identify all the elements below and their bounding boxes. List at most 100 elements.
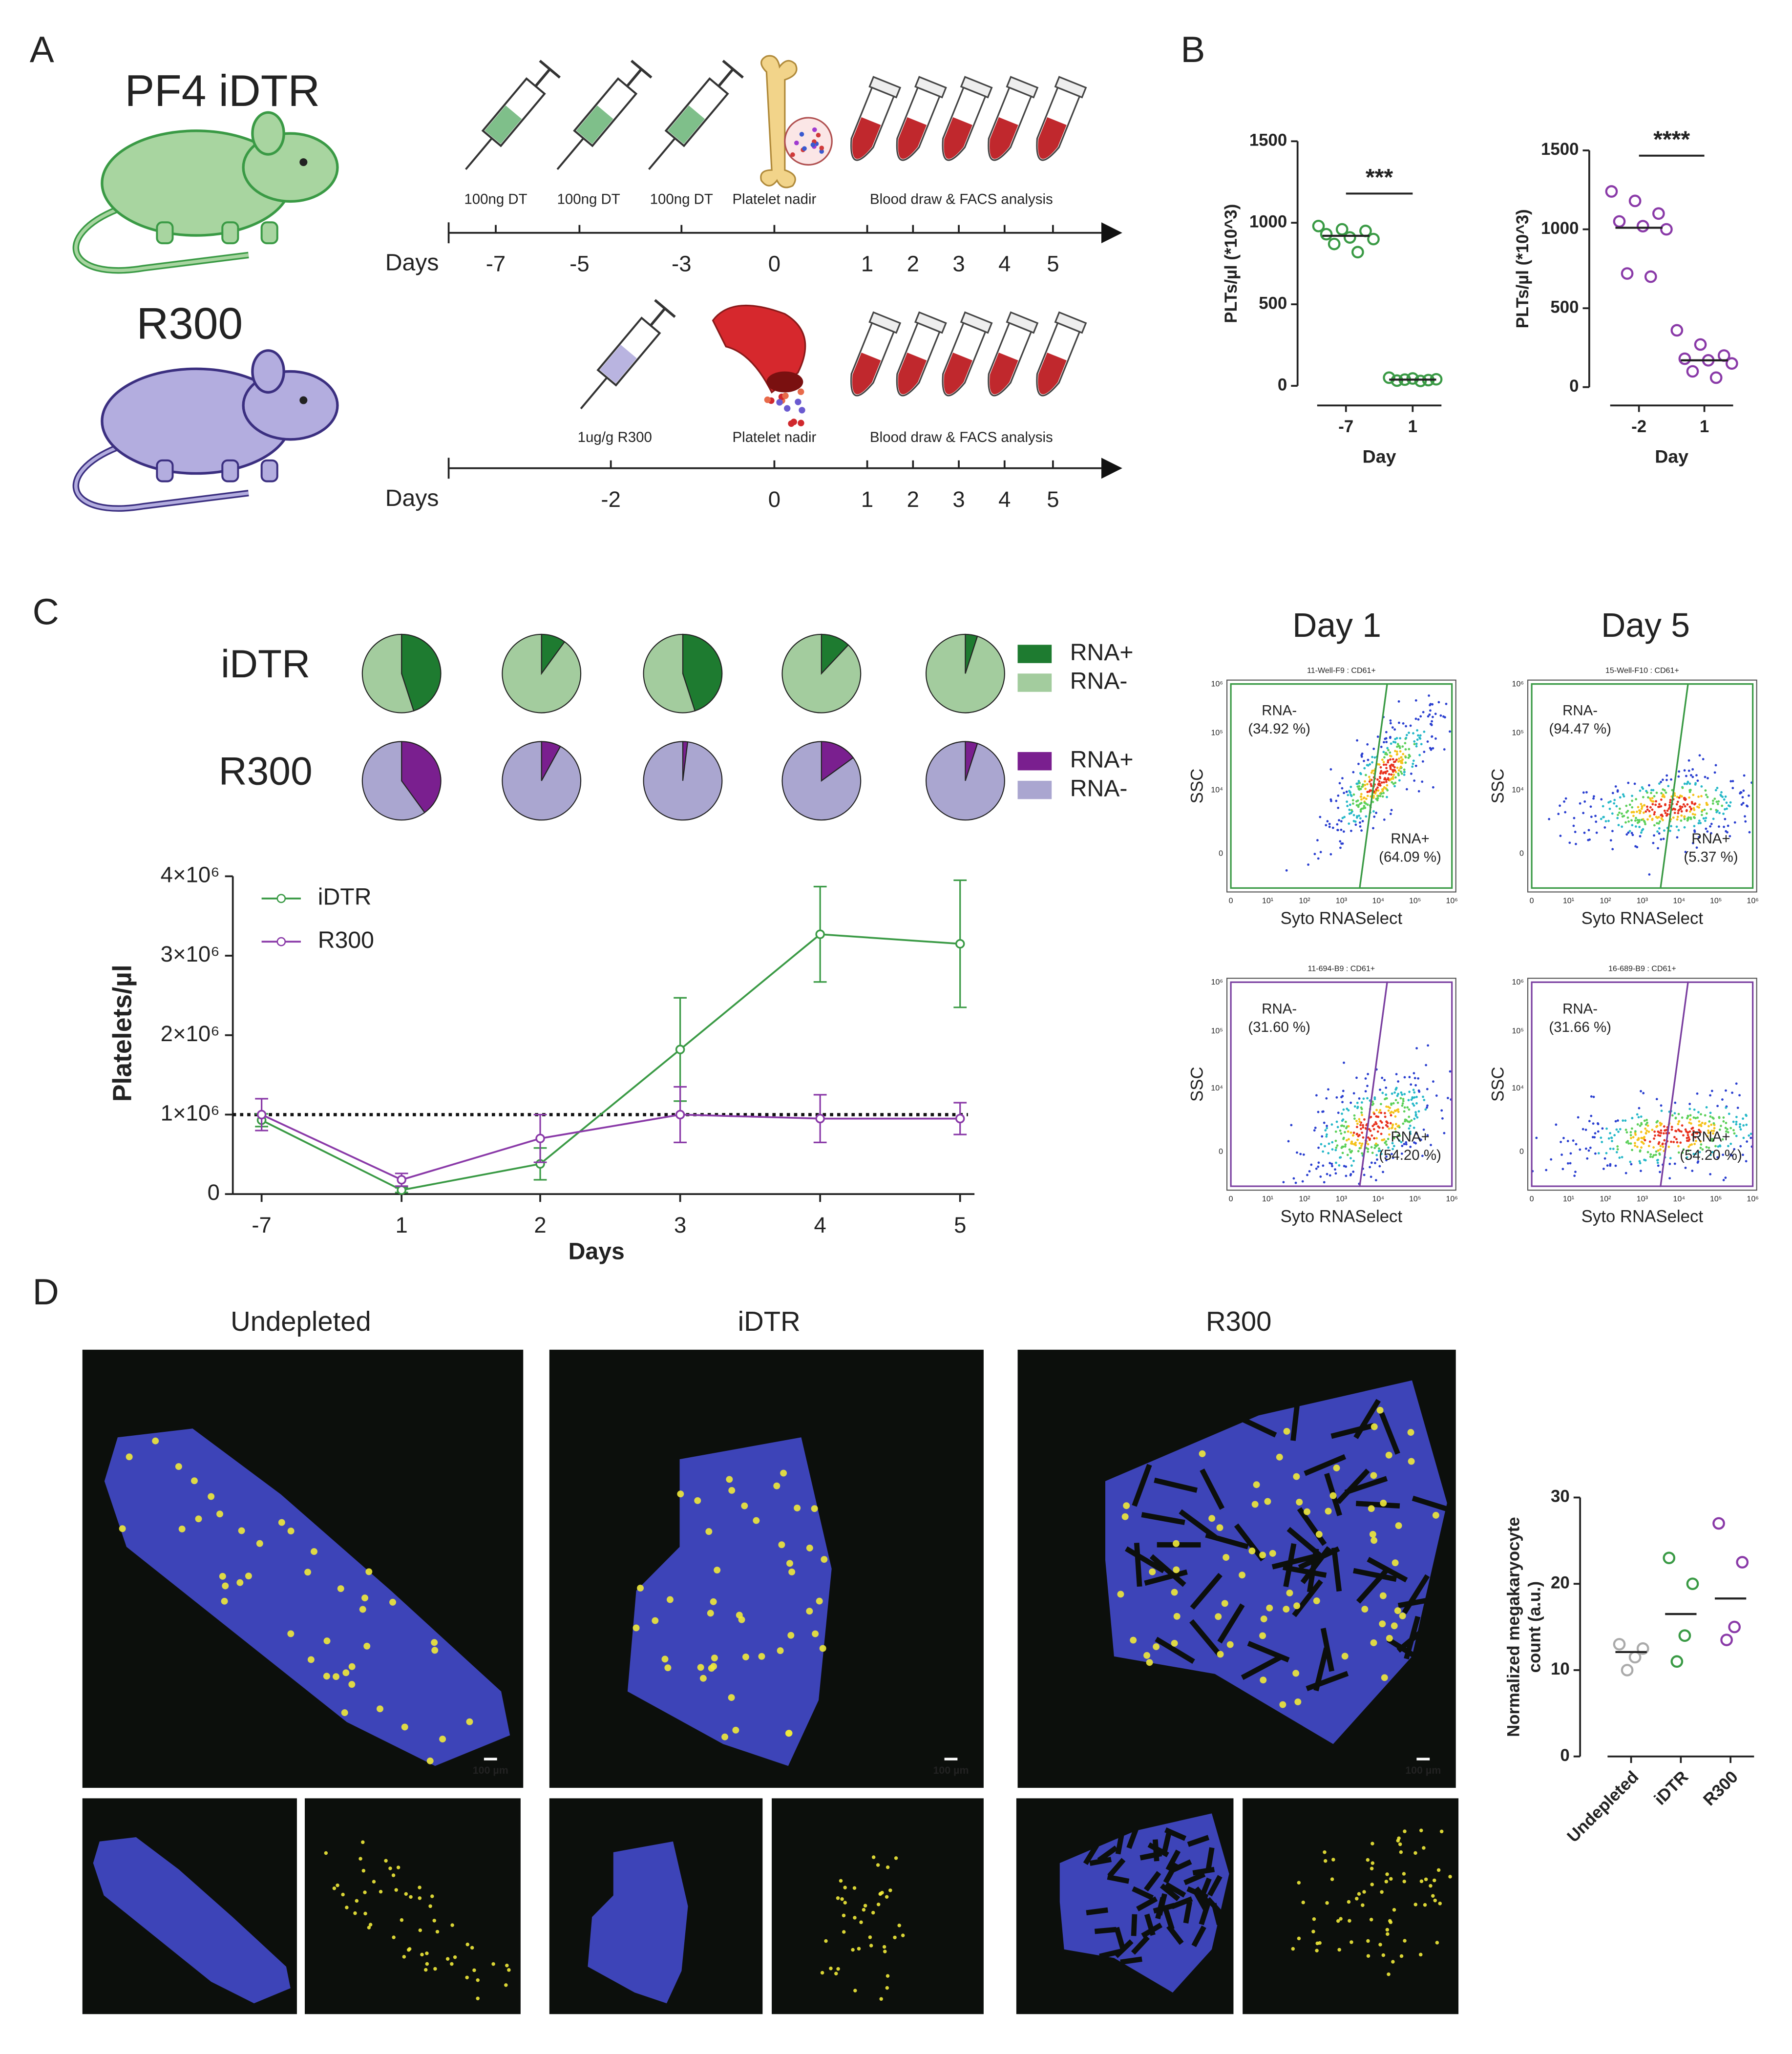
megakaryocyte: [466, 1718, 473, 1725]
event-dot: [1660, 1129, 1663, 1132]
data-point: [1678, 1629, 1691, 1642]
event-dot: [1412, 732, 1414, 734]
condition-title: R300: [1206, 1306, 1271, 1337]
panel-letter: A: [30, 29, 54, 70]
flow-x-tick-label: 10⁶: [1747, 896, 1758, 905]
event-dot: [1657, 1134, 1660, 1137]
event-dot: [1722, 1120, 1725, 1123]
gate-positive: [1660, 683, 1754, 889]
megakaryocyte: [407, 1947, 412, 1951]
event-dot: [1656, 1159, 1659, 1162]
event-dot: [1363, 796, 1366, 799]
event-dot: [1413, 1096, 1416, 1099]
event-dot: [1699, 1140, 1702, 1143]
event-dot: [1287, 1140, 1290, 1143]
tissue-section: [93, 1837, 291, 2004]
event-dot: [1353, 1143, 1355, 1146]
event-dot: [1328, 822, 1331, 825]
event-dot: [1642, 796, 1644, 798]
event-dot: [1693, 830, 1696, 833]
event-dot: [1626, 1140, 1629, 1143]
megakaryocyte: [666, 1596, 674, 1603]
megakaryocyte: [420, 1952, 424, 1957]
megakaryocyte: [1330, 1877, 1334, 1881]
megakaryocyte: [883, 1949, 887, 1953]
megakaryocyte: [714, 1567, 721, 1574]
event-dot: [1339, 840, 1342, 843]
megakaryocyte: [697, 1664, 704, 1671]
event-dot: [1359, 808, 1362, 811]
data-point: [1383, 371, 1395, 384]
event-dot: [1361, 1101, 1363, 1104]
event-dot: [1361, 785, 1364, 788]
event-dot: [1708, 1147, 1710, 1149]
megakaryocyte: [878, 1892, 882, 1896]
event-dot: [1631, 799, 1633, 802]
event-dot: [1664, 812, 1667, 815]
event-dot: [1579, 802, 1581, 805]
event-dot: [1689, 1118, 1692, 1121]
megakaryocyte: [1403, 1829, 1407, 1833]
event-dot: [1635, 798, 1638, 800]
event-dot: [1358, 1097, 1361, 1100]
event-dot: [1676, 836, 1679, 839]
data-point: [1725, 357, 1738, 370]
data-point: [1712, 1517, 1725, 1530]
event-dot: [1383, 1079, 1386, 1082]
event-dot: [1704, 1123, 1707, 1125]
event-dot: [1449, 730, 1451, 733]
event-dot: [1726, 1128, 1729, 1131]
event-dot: [1385, 767, 1388, 770]
event-dot: [1643, 1119, 1646, 1122]
y-tick-label: 1500: [1541, 140, 1579, 159]
event-dot: [1579, 1148, 1581, 1151]
data-point: [1312, 220, 1325, 232]
event-dot: [1360, 793, 1363, 796]
event-dot: [1282, 1181, 1285, 1184]
event-dot: [1349, 1101, 1352, 1104]
event-dot: [1638, 820, 1641, 823]
megakaryocyte: [753, 1517, 760, 1524]
megakaryocyte: [738, 1616, 745, 1623]
event-dot: [1602, 1168, 1605, 1170]
event-dot: [1561, 1168, 1564, 1171]
event-dot: [1660, 1122, 1663, 1125]
event-dot: [1413, 740, 1416, 743]
event-dot: [1417, 790, 1420, 793]
event-dot: [1394, 776, 1397, 779]
event-dot: [1397, 1124, 1400, 1127]
event-dot: [1370, 1134, 1373, 1137]
row-label: iDTR: [221, 642, 310, 686]
event-dot: [1383, 756, 1386, 759]
event-dot: [1712, 1132, 1714, 1135]
megakaryocyte: [1432, 1878, 1436, 1883]
megakaryocyte: [1366, 1954, 1370, 1958]
event-dot: [1363, 1174, 1366, 1176]
event-dot: [1728, 1112, 1730, 1115]
megakaryocyte: [1304, 1508, 1310, 1515]
timeline-arrow: [1101, 222, 1122, 244]
legend-marker: [276, 894, 286, 903]
sinusoid: [1412, 1495, 1455, 1514]
event-dot: [1422, 711, 1425, 713]
event-dot: [1394, 1128, 1397, 1130]
event-dot: [1435, 1094, 1438, 1097]
event-dot: [1389, 1107, 1391, 1110]
event-dot: [1689, 817, 1692, 820]
megakaryocyte: [1370, 1472, 1377, 1479]
event-dot: [1630, 1163, 1633, 1166]
event-dot: [1691, 1170, 1694, 1172]
event-dot: [1689, 774, 1692, 776]
event-dot: [1326, 1173, 1328, 1175]
data-point: [1636, 220, 1649, 232]
flow-x-tick-label: 10¹: [1262, 1195, 1273, 1203]
event-dot: [1360, 802, 1363, 804]
event-dot: [1607, 801, 1610, 804]
event-dot: [1724, 1176, 1727, 1179]
event-dot: [1377, 1125, 1380, 1128]
event-dot: [1334, 1172, 1337, 1175]
event-dot: [1352, 793, 1355, 796]
vessel-lumen: [766, 371, 803, 393]
event-dot: [1686, 1117, 1688, 1120]
event-dot: [1290, 1124, 1293, 1127]
